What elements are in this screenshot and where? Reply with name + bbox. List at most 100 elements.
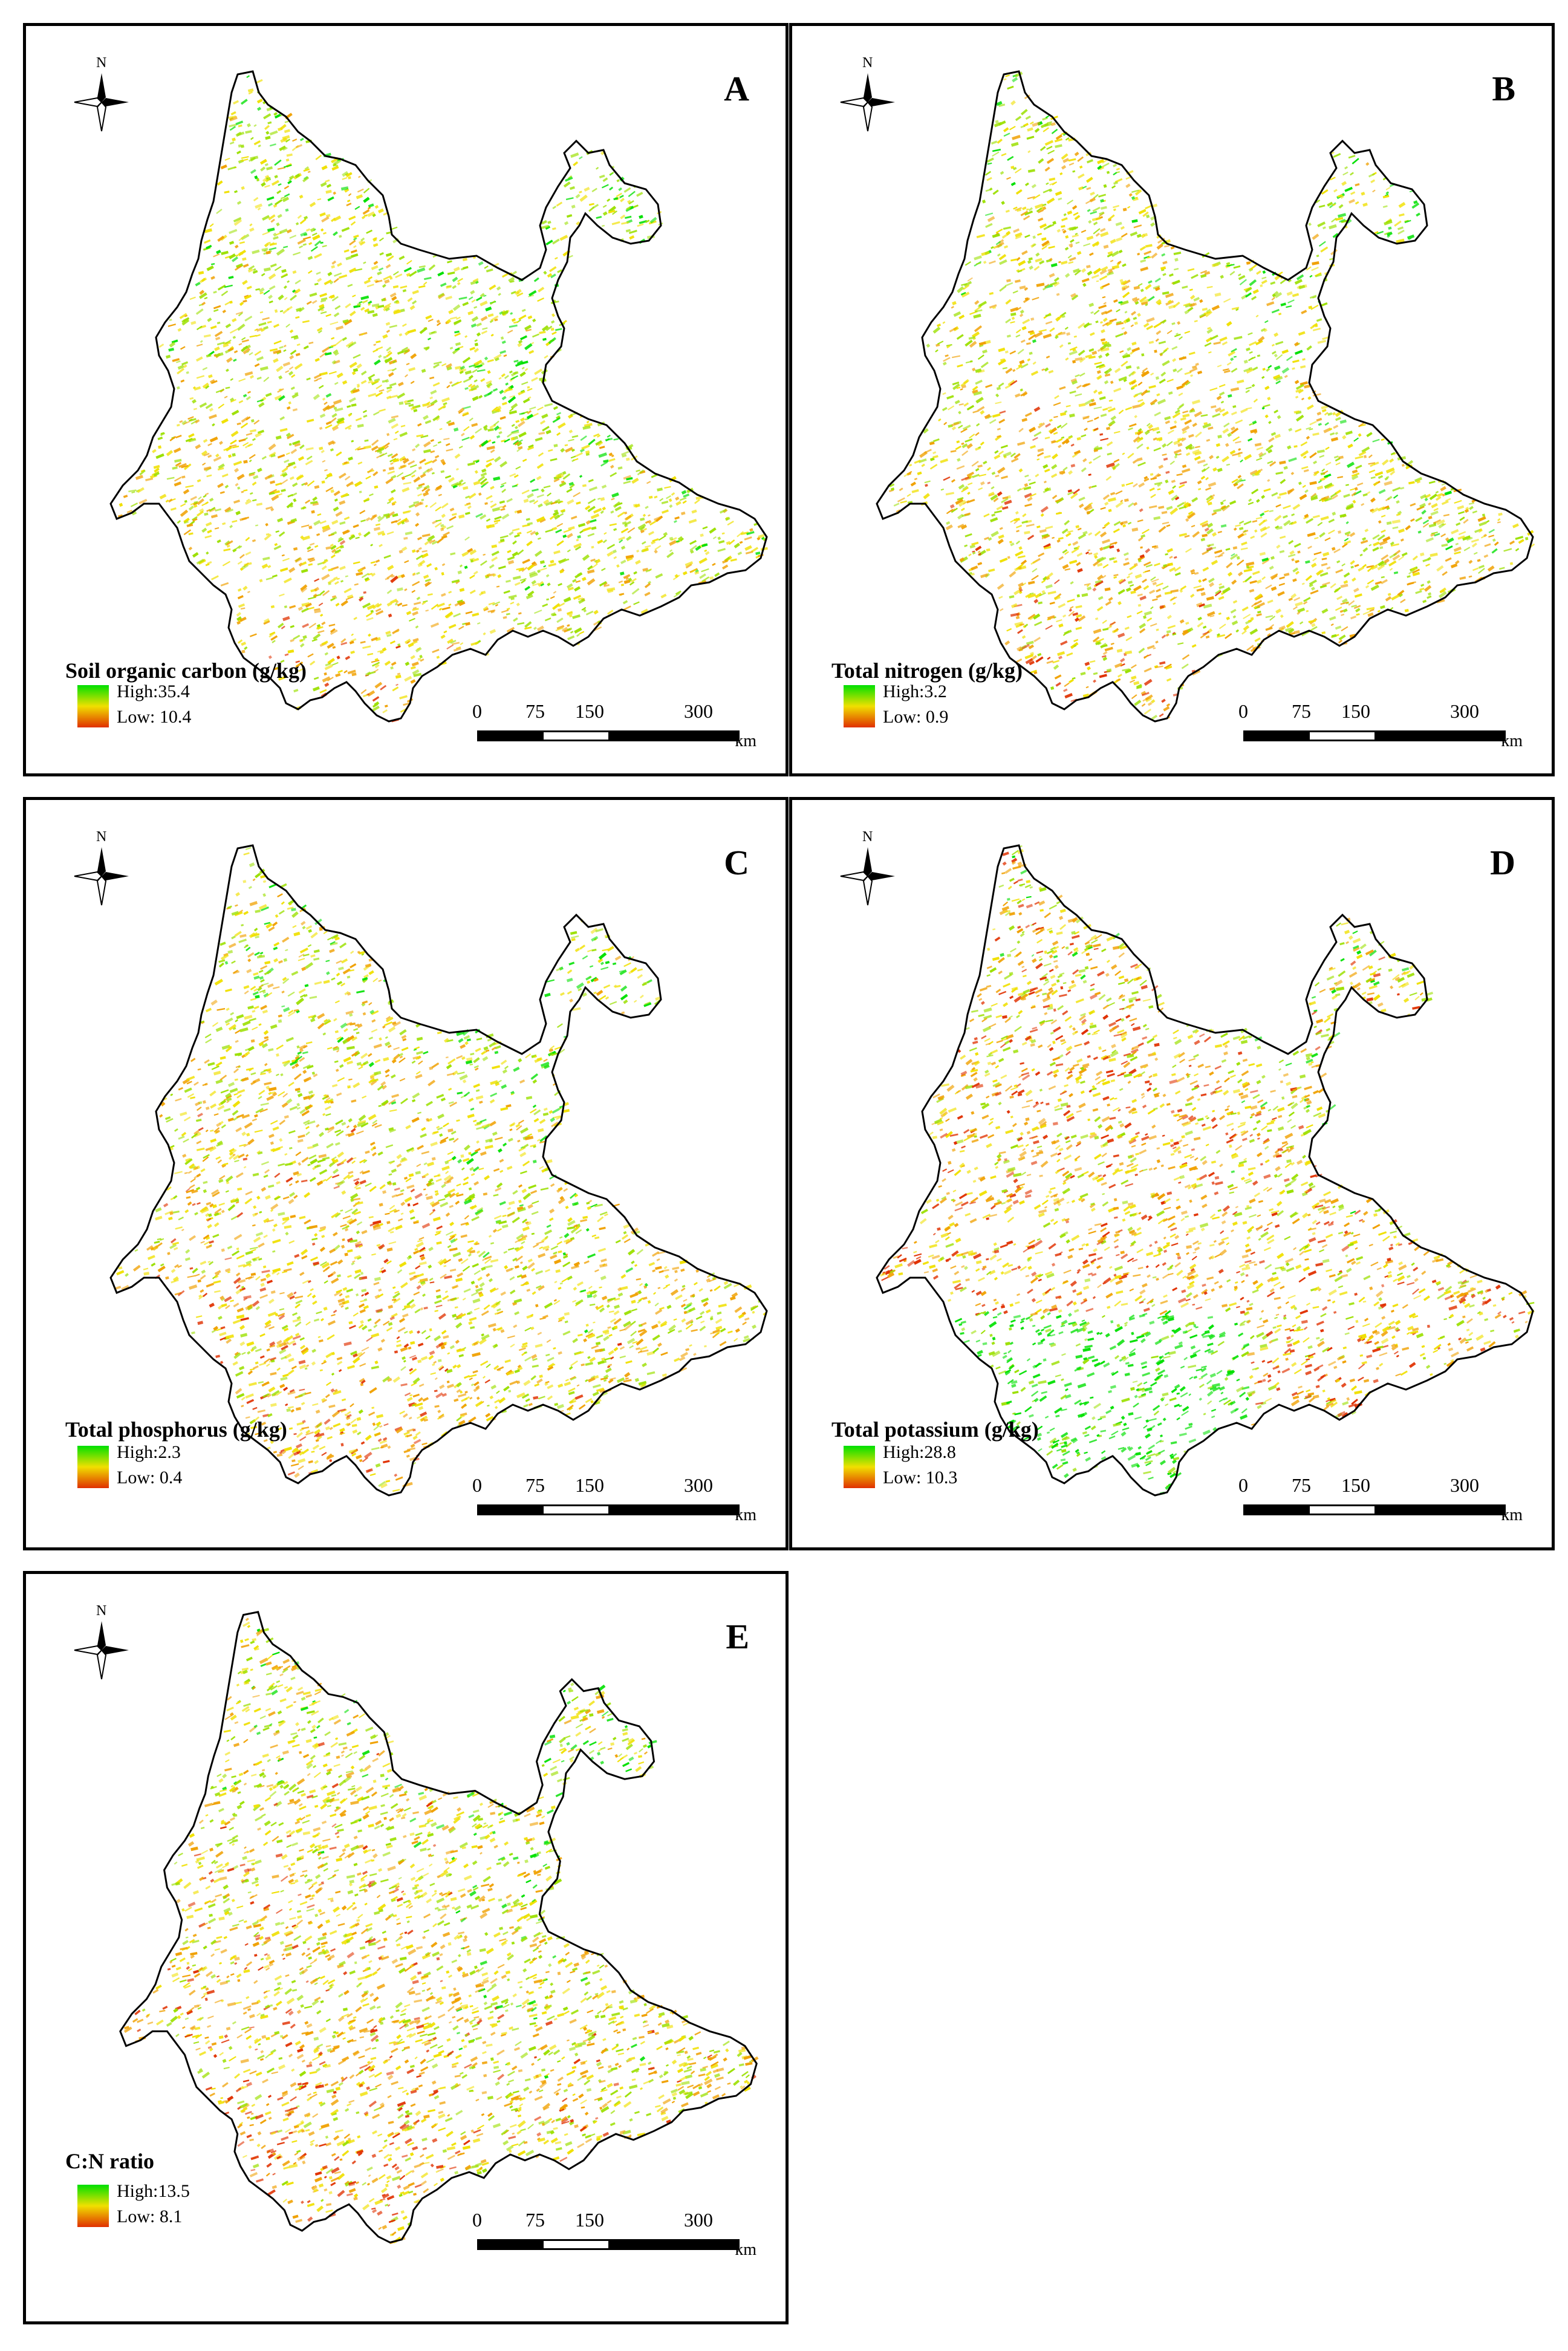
raster-cell: [998, 596, 1003, 599]
raster-cell: [1003, 78, 1007, 81]
raster-cell: [974, 325, 983, 333]
raster-cell: [1332, 412, 1336, 416]
raster-cell: [1043, 464, 1049, 469]
raster-cell: [1130, 664, 1137, 669]
raster-cell: [415, 625, 419, 629]
raster-cell: [1051, 128, 1058, 134]
raster-cell: [283, 285, 287, 289]
raster-cell: [223, 343, 229, 348]
raster-cell: [1145, 548, 1151, 553]
raster-cell: [1244, 576, 1252, 582]
raster-cell: [304, 166, 310, 171]
raster-cell: [586, 420, 590, 424]
raster-cell: [1098, 354, 1103, 359]
raster-cell: [373, 564, 377, 567]
raster-cell: [419, 458, 426, 464]
raster-cell: [1372, 547, 1379, 552]
raster-cell: [241, 233, 250, 241]
raster-cell: [1078, 503, 1084, 509]
raster-cell: [1021, 643, 1030, 650]
raster-cell: [962, 424, 971, 431]
raster-cell: [1062, 549, 1068, 554]
raster-cell: [889, 483, 895, 487]
raster-cell: [335, 339, 343, 346]
raster-cell: [274, 159, 282, 166]
raster-cell: [1249, 469, 1258, 475]
raster-cell: [1509, 562, 1514, 565]
raster-cell: [1055, 681, 1061, 687]
raster-cell: [397, 587, 403, 591]
raster-cell: [1143, 233, 1148, 237]
raster-cell: [1160, 349, 1168, 356]
raster-cell: [505, 382, 509, 386]
raster-cell: [1084, 583, 1091, 586]
raster-cell: [625, 215, 632, 219]
raster-cell: [267, 565, 272, 568]
raster-cell: [1325, 461, 1332, 466]
raster-cell: [308, 622, 317, 629]
raster-cell: [413, 476, 420, 483]
raster-cell: [1013, 520, 1018, 524]
raster-cell: [1044, 284, 1050, 288]
raster-cell: [489, 284, 496, 291]
raster-cell: [1310, 587, 1315, 591]
raster-cell: [240, 422, 249, 429]
raster-cell: [974, 309, 983, 313]
raster-cell: [1025, 115, 1031, 120]
raster-cell: [522, 559, 530, 564]
raster-cell: [317, 330, 322, 334]
raster-cell: [411, 590, 416, 593]
raster-cell: [1174, 409, 1180, 414]
raster-cell: [1069, 243, 1073, 247]
raster-cell: [1000, 171, 1004, 175]
raster-cell: [1092, 206, 1101, 212]
raster-cell: [401, 476, 406, 481]
raster-cell: [1067, 255, 1072, 259]
raster-cell: [216, 539, 221, 544]
raster-cell: [625, 554, 634, 559]
raster-cell: [333, 312, 340, 317]
raster-cell: [205, 522, 212, 527]
raster-cell: [205, 403, 213, 409]
raster-cell: [449, 516, 457, 521]
raster-cell: [1148, 340, 1154, 344]
raster-cell: [302, 236, 311, 240]
raster-cell: [576, 539, 579, 542]
raster-cell: [472, 369, 478, 373]
raster-cell: [1207, 522, 1214, 528]
raster-cell: [925, 484, 928, 487]
raster-cell: [568, 429, 573, 434]
raster-cell: [519, 412, 525, 415]
raster-cell: [367, 211, 375, 217]
raster-cell: [157, 437, 163, 440]
raster-cell: [297, 474, 303, 480]
raster-cell: [1267, 460, 1274, 464]
raster-cell: [425, 609, 429, 612]
raster-cell: [1106, 426, 1111, 431]
raster-cell: [415, 512, 420, 517]
raster-cell: [434, 522, 442, 528]
raster-cell: [1015, 393, 1021, 398]
raster-cell: [252, 499, 257, 502]
raster-cell: [1102, 651, 1108, 655]
raster-cell: [972, 551, 976, 555]
raster-cell: [295, 660, 301, 663]
raster-cell: [1078, 403, 1086, 408]
raster-cell: [210, 379, 216, 384]
raster-cell: [1243, 359, 1248, 364]
raster-cell: [744, 545, 752, 551]
raster-cell: [380, 684, 387, 691]
raster-cell: [386, 255, 394, 261]
raster-cell: [1424, 498, 1428, 502]
raster-cell: [533, 500, 539, 505]
raster-cell: [365, 612, 373, 617]
raster-cell: [438, 405, 446, 411]
raster-cell: [1439, 590, 1445, 594]
raster-cell: [221, 473, 229, 478]
raster-cell: [893, 502, 900, 507]
raster-cell: [1099, 547, 1104, 551]
raster-cell: [534, 550, 542, 558]
raster-cell: [321, 565, 327, 570]
raster-cell: [360, 519, 366, 522]
raster-cell: [1061, 225, 1065, 228]
